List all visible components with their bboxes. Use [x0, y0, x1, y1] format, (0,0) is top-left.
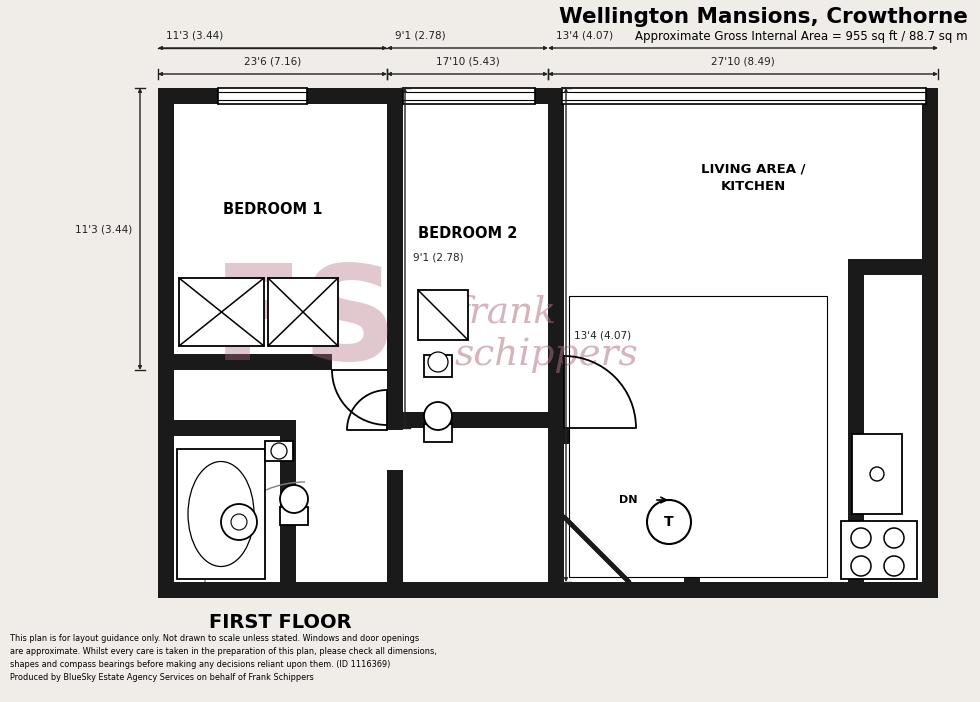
Bar — [158, 88, 174, 598]
Circle shape — [870, 467, 884, 481]
Bar — [158, 88, 938, 598]
Circle shape — [884, 556, 904, 576]
Text: This plan is for layout guidance only. Not drawn to scale unless stated. Windows: This plan is for layout guidance only. N… — [10, 634, 437, 682]
Bar — [424, 424, 452, 442]
Bar — [280, 507, 308, 525]
Bar — [852, 434, 902, 514]
Circle shape — [221, 504, 257, 540]
Text: frank
schippers: frank schippers — [455, 296, 639, 373]
Circle shape — [884, 528, 904, 548]
Text: 13'4 (4.07): 13'4 (4.07) — [574, 330, 631, 340]
Bar — [403, 88, 535, 104]
Bar — [387, 430, 403, 470]
Bar — [280, 420, 296, 582]
Bar — [174, 354, 387, 370]
Circle shape — [280, 485, 308, 513]
Bar — [564, 517, 629, 582]
Circle shape — [271, 443, 287, 459]
Text: BEDROOM 1: BEDROOM 1 — [222, 201, 322, 216]
Bar — [265, 441, 293, 461]
Bar — [562, 88, 926, 104]
Circle shape — [428, 352, 448, 372]
Bar — [684, 527, 700, 582]
Bar — [387, 104, 403, 582]
Bar — [218, 88, 307, 104]
Circle shape — [851, 556, 871, 576]
Text: 11'3 (3.44): 11'3 (3.44) — [166, 30, 223, 40]
Text: 13'4 (4.07): 13'4 (4.07) — [556, 30, 613, 40]
Text: 9'1 (2.78): 9'1 (2.78) — [395, 30, 446, 40]
Text: LIVING AREA /
KITCHEN: LIVING AREA / KITCHEN — [701, 163, 806, 193]
Bar — [564, 428, 700, 444]
Text: 23'6 (7.16): 23'6 (7.16) — [244, 56, 301, 66]
Bar — [403, 412, 548, 428]
Bar — [174, 420, 280, 436]
Bar — [922, 88, 938, 598]
Text: 17'10 (5.43): 17'10 (5.43) — [436, 56, 500, 66]
Text: FS: FS — [213, 260, 398, 388]
Text: 27'10 (8.49): 27'10 (8.49) — [711, 56, 775, 66]
Bar — [158, 582, 938, 598]
Bar — [548, 104, 564, 582]
Bar — [841, 521, 917, 579]
Text: T: T — [664, 515, 674, 529]
Bar — [569, 296, 827, 577]
Circle shape — [851, 528, 871, 548]
Text: 11'3 (3.44): 11'3 (3.44) — [74, 224, 132, 234]
Text: Approximate Gross Internal Area = 955 sq ft / 88.7 sq m: Approximate Gross Internal Area = 955 sq… — [635, 30, 968, 43]
Text: 9'1 (2.78): 9'1 (2.78) — [413, 253, 464, 263]
Bar — [158, 88, 938, 104]
Circle shape — [647, 500, 691, 544]
Bar — [177, 449, 265, 579]
Bar — [848, 259, 922, 275]
Text: FIRST FLOOR: FIRST FLOOR — [209, 613, 351, 632]
Bar — [684, 428, 700, 582]
Bar — [268, 278, 338, 346]
Bar — [179, 278, 264, 346]
Bar — [418, 290, 468, 340]
Text: Wellington Mansions, Crowthorne: Wellington Mansions, Crowthorne — [560, 7, 968, 27]
Text: DN: DN — [619, 495, 638, 505]
Bar — [332, 354, 387, 370]
Circle shape — [424, 402, 452, 430]
Circle shape — [231, 514, 247, 530]
Ellipse shape — [188, 461, 254, 567]
Bar — [848, 275, 864, 582]
Bar — [424, 355, 452, 377]
Text: BEDROOM 2: BEDROOM 2 — [417, 225, 517, 241]
